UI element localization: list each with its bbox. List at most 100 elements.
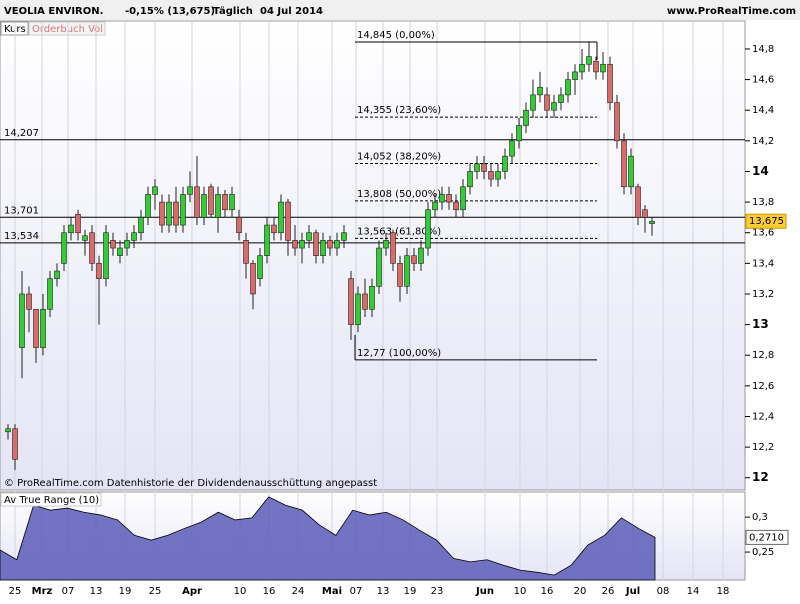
candle-body xyxy=(117,247,123,256)
y-tick-label: 0,25 xyxy=(752,547,774,558)
x-tick-label: 18 xyxy=(717,586,730,597)
x-tick-label: Jul xyxy=(625,586,640,597)
candle-body xyxy=(544,94,550,111)
x-tick-label: Apr xyxy=(182,586,202,597)
candle-body xyxy=(250,263,256,295)
tab[interactable] xyxy=(28,21,106,36)
last-atr-box xyxy=(745,529,789,545)
candle-body xyxy=(131,232,137,241)
y-tick-label: 14,6 xyxy=(752,75,774,86)
x-tick-label: 14 xyxy=(687,586,700,597)
y-tick-label: 12,2 xyxy=(752,442,774,453)
candle-body xyxy=(166,201,172,226)
candle-body xyxy=(376,247,382,287)
candle-body xyxy=(460,186,466,211)
candle-body xyxy=(369,286,375,310)
change: -0,15% (13,675) xyxy=(125,6,215,17)
candle-body xyxy=(537,86,543,96)
candle-body xyxy=(152,186,158,195)
candle-body xyxy=(180,194,186,226)
site: www.ProRealTime.com xyxy=(667,6,796,17)
last-atr-label: 0,2710 xyxy=(749,532,784,543)
candle-body xyxy=(621,140,627,188)
candle-body xyxy=(173,201,179,226)
x-tick-label: 16 xyxy=(263,586,276,597)
x-tick-label: 13 xyxy=(90,586,103,597)
y-tick-label: 12,8 xyxy=(752,350,774,361)
x-tick-label: 19 xyxy=(404,586,417,597)
fibonacci-label: 12,77 (100,00%) xyxy=(357,348,441,359)
candle-body xyxy=(474,163,480,172)
y-tick-label: 14 xyxy=(752,164,769,178)
candle-body xyxy=(362,293,368,310)
candle-body xyxy=(257,255,263,279)
x-tick-label: 10 xyxy=(514,586,527,597)
y-tick-label: 12,6 xyxy=(752,381,774,392)
last-price-label: 13,675 xyxy=(749,216,784,227)
y-tick-label: 14,8 xyxy=(752,44,774,55)
candle-body xyxy=(271,224,277,234)
candle-body xyxy=(194,186,200,218)
candle-body xyxy=(243,240,249,264)
fibonacci-label: 13,563 (61,80%) xyxy=(357,226,441,237)
header-bar xyxy=(0,0,800,20)
level-label: 13,534 xyxy=(4,231,39,242)
candle-body xyxy=(397,263,403,287)
candle-body xyxy=(47,278,53,310)
y-tick-label: 12,4 xyxy=(752,411,774,422)
price-panel xyxy=(0,20,746,491)
y-tick-label: 13,4 xyxy=(752,258,774,269)
candle-body xyxy=(327,240,333,249)
y-tick-label: 14,2 xyxy=(752,136,774,147)
x-tick-label: 19 xyxy=(119,586,132,597)
x-tick-label: 13 xyxy=(377,586,390,597)
x-tick-label: 10 xyxy=(234,586,247,597)
candle-body xyxy=(187,186,193,195)
candle-body xyxy=(208,186,214,215)
candle-body xyxy=(103,232,109,279)
candle-body xyxy=(586,56,592,65)
fibonacci-label: 14,845 (0,00%) xyxy=(357,30,435,41)
candle-body xyxy=(138,217,144,234)
candle-body xyxy=(68,224,74,234)
candle-body xyxy=(292,240,298,249)
y-tick-label: 13 xyxy=(752,317,769,331)
y-tick-label: 13,6 xyxy=(752,228,774,239)
x-tick-label: 24 xyxy=(292,586,305,597)
candle-body xyxy=(551,102,557,111)
candle-body xyxy=(124,240,130,249)
candle-body xyxy=(264,224,270,256)
candle-body xyxy=(82,235,88,241)
candle-body xyxy=(54,270,60,279)
candle-body xyxy=(530,94,536,111)
candle-body xyxy=(572,71,578,80)
candle-body xyxy=(453,201,459,211)
y-tick-label: 14,4 xyxy=(752,105,774,116)
x-tick-label: 20 xyxy=(574,586,587,597)
candle-body xyxy=(432,201,438,211)
level-label: 13,701 xyxy=(4,205,39,216)
x-tick-label: 23 xyxy=(431,586,444,597)
atr-title-box xyxy=(0,492,102,507)
candle-body xyxy=(439,194,445,203)
atr-title: Av True Range (10) xyxy=(4,495,99,506)
candle-body xyxy=(635,186,641,218)
candle-body xyxy=(614,102,620,142)
candle-body xyxy=(159,201,165,226)
candle-body xyxy=(348,278,354,325)
y-tick-label: 13,2 xyxy=(752,289,774,300)
x-tick-label: 25 xyxy=(9,586,22,597)
candle-body xyxy=(89,232,95,264)
x-tick-label: 16 xyxy=(541,586,554,597)
candle-body xyxy=(607,63,613,103)
period: Täglich xyxy=(213,6,253,17)
candle-body xyxy=(229,194,235,211)
candle-body xyxy=(40,308,46,348)
x-tick-label: 26 xyxy=(602,586,615,597)
candle-body xyxy=(502,155,508,172)
candle-body xyxy=(355,293,361,325)
fibonacci-label: 14,052 (38,20%) xyxy=(357,152,441,163)
candle-body xyxy=(418,247,424,264)
candle-body xyxy=(299,240,305,249)
